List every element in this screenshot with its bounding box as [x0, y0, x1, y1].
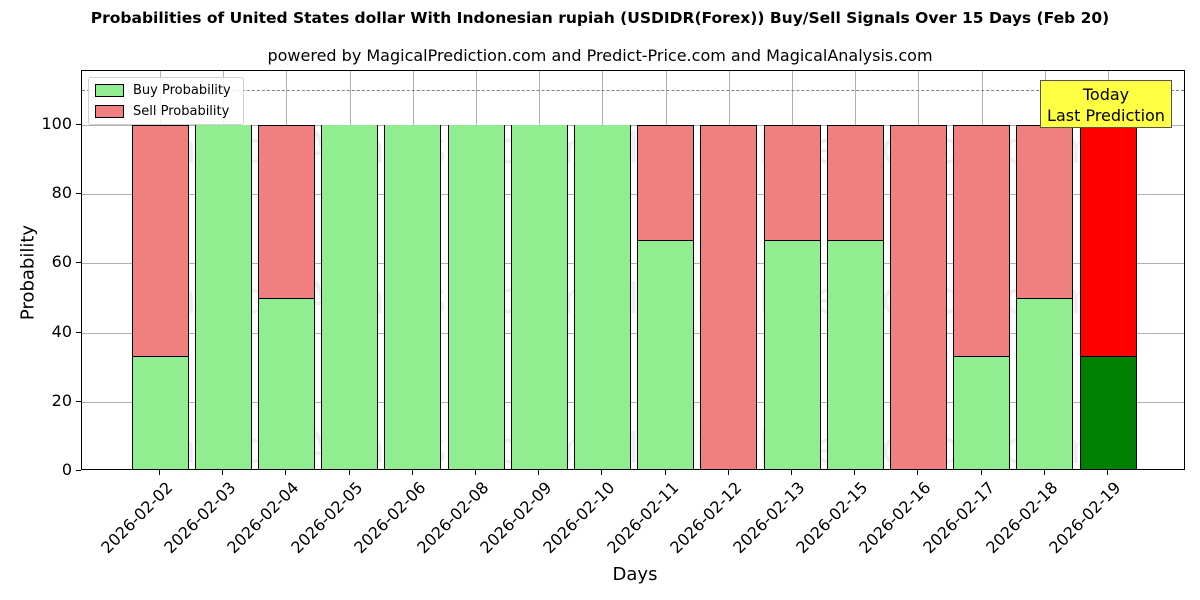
x-tick: [159, 470, 160, 475]
bar-2026-02-12: [700, 125, 758, 469]
buy-segment: [448, 125, 504, 469]
buy-segment: [954, 355, 1010, 469]
buy-segment: [258, 298, 314, 469]
bar-2026-02-11: [637, 125, 695, 469]
y-tick-label: 20: [51, 390, 72, 410]
legend-item-sell: Sell Probability: [95, 103, 229, 119]
x-tick: [601, 470, 603, 475]
buy-segment: [764, 240, 820, 469]
y-tick-label: 80: [51, 183, 72, 203]
y-tick: [76, 470, 81, 471]
y-tick-label: 100: [41, 114, 72, 133]
y-tick: [76, 124, 81, 125]
y-tick-label: 0: [61, 460, 72, 479]
buy-segment: [827, 240, 883, 469]
bar-2026-02-02: [131, 125, 189, 469]
grid-line-horizontal: [82, 401, 1184, 403]
sell-segment: [1080, 126, 1136, 356]
bar-2026-02-18: [1016, 125, 1074, 469]
x-tick: [411, 470, 413, 475]
sell-segment: [827, 126, 883, 241]
sell-segment: [890, 126, 946, 469]
x-tick: [980, 470, 982, 475]
y-tick: [76, 400, 81, 402]
legend-label-buy: Buy Probability: [133, 82, 231, 98]
grid-line-horizontal: [82, 332, 1184, 334]
y-tick: [76, 193, 81, 195]
bar-2026-02-13: [763, 125, 821, 469]
bar-2026-02-03: [194, 125, 252, 469]
grid-line-horizontal: [82, 263, 1184, 265]
x-tick: [285, 470, 287, 475]
sell-segment: [1017, 126, 1073, 298]
y-tick: [76, 331, 81, 333]
buy-segment: [574, 125, 630, 469]
sell-segment: [701, 126, 757, 469]
bar-2026-02-19: [1079, 125, 1137, 469]
bar-2026-02-08: [447, 125, 505, 469]
sell-segment: [954, 126, 1010, 356]
x-tick: [348, 470, 350, 475]
x-tick: [475, 470, 476, 475]
sell-swatch: [95, 104, 124, 118]
legend-item-buy: Buy Probability: [95, 82, 231, 98]
buy-segment: [1080, 355, 1136, 469]
bar-2026-02-04: [257, 125, 315, 469]
x-tick: [664, 470, 666, 475]
today-label: Today: [1082, 85, 1130, 104]
buy-swatch: [95, 83, 124, 97]
sell-segment: [764, 126, 820, 241]
sell-segment: [638, 126, 694, 241]
buy-segment: [322, 125, 378, 469]
y-tick-label: 60: [51, 252, 72, 272]
grid-line-horizontal: [82, 194, 1184, 196]
bar-2026-02-15: [826, 125, 884, 469]
bar-2026-02-09: [510, 125, 568, 469]
sell-segment: [258, 126, 314, 298]
x-tick: [727, 470, 729, 475]
x-tick: [854, 470, 856, 475]
bar-2026-02-10: [573, 125, 631, 469]
bar-2026-02-06: [384, 125, 442, 469]
legend-label-sell: Sell Probability: [133, 103, 230, 119]
chart-subtitle: powered by MagicalPrediction.com and Pre…: [267, 46, 933, 65]
x-tick: [917, 470, 919, 475]
last-prediction-label: Last Prediction: [1047, 106, 1165, 125]
sell-segment: [132, 126, 188, 356]
bar-2026-02-17: [953, 125, 1011, 469]
buy-segment: [638, 240, 694, 469]
buy-segment: [132, 355, 188, 469]
y-axis-title: Probability: [17, 224, 39, 321]
x-axis-title: Days: [612, 564, 658, 585]
bar-2026-02-05: [321, 125, 379, 469]
reference-line-110: [82, 90, 1184, 92]
buy-segment: [511, 125, 567, 469]
x-tick: [538, 470, 540, 475]
y-tick-label: 40: [51, 321, 72, 341]
x-tick: [1043, 470, 1045, 475]
buy-segment: [195, 125, 251, 469]
today-annotation: Today Last Prediction: [1040, 80, 1172, 128]
legend: Buy Probability Sell Probability: [88, 77, 244, 125]
x-tick: [222, 470, 224, 475]
x-tick: [791, 470, 792, 475]
x-tick: [1107, 470, 1108, 475]
buy-segment: [385, 125, 441, 469]
y-tick: [76, 262, 81, 264]
grid-line-horizontal: [82, 125, 1184, 126]
buy-segment: [1017, 298, 1073, 469]
chart-title: Probabilities of United States dollar Wi…: [90, 9, 1110, 27]
plot-area: MagicalAnalysis.comMagicalPrediction.com…: [81, 70, 1185, 470]
bar-2026-02-16: [889, 125, 947, 469]
